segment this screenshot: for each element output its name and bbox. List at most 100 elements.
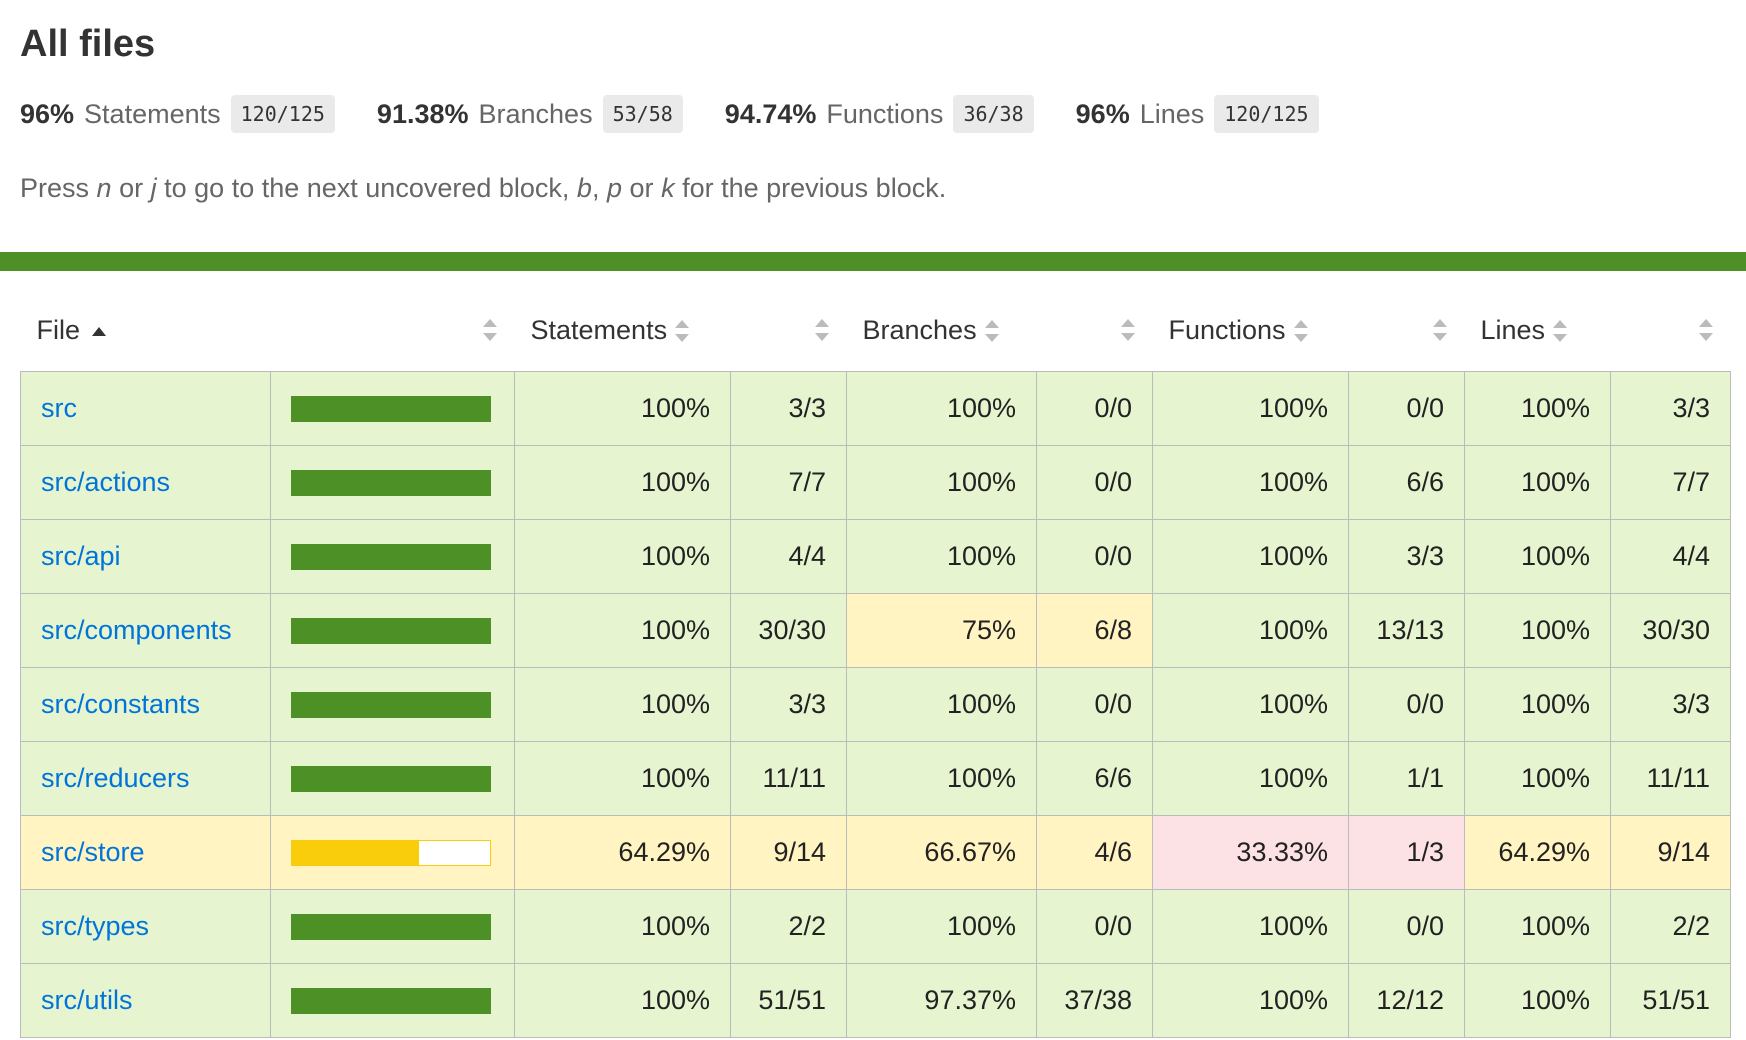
lines-fraction: 30/30 <box>1610 593 1731 668</box>
functions-fraction: 0/0 <box>1348 667 1465 742</box>
functions-fraction: 13/13 <box>1348 593 1465 668</box>
coverage-bar <box>291 617 491 644</box>
hint-key: p <box>606 173 623 203</box>
file-link[interactable]: src <box>41 393 77 423</box>
coverage-bar-fill <box>292 692 490 717</box>
lines-fraction: 51/51 <box>1610 963 1731 1038</box>
coverage-summary: 96% Statements 120/125 91.38% Branches 5… <box>20 94 1726 134</box>
branches-fraction: 0/0 <box>1036 667 1153 742</box>
hint-text: or <box>119 173 144 203</box>
table-row: src/utils 100% 51/51 97.37% 37/38 100% 12/12 10… <box>20 963 1731 1038</box>
sort-icon <box>1432 319 1447 341</box>
functions-pct: 100% <box>1152 593 1349 668</box>
coverage-bar-cell <box>270 741 515 816</box>
file-cell: src/api <box>20 519 271 594</box>
file-cell: src/reducers <box>20 741 271 816</box>
file-cell: src/actions <box>20 445 271 520</box>
file-link[interactable]: src/utils <box>41 985 133 1015</box>
functions-pct: 33.33% <box>1152 815 1349 890</box>
file-cell: src/constants <box>20 667 271 742</box>
branches-pct: 100% <box>846 667 1037 742</box>
summary-label: Functions <box>826 98 944 129</box>
file-cell: src <box>20 371 271 446</box>
branches-fraction: 0/0 <box>1036 445 1153 520</box>
table-row: src/types 100% 2/2 100% 0/0 100% 0/0 100% 2/2 <box>20 889 1731 964</box>
branches-pct: 100% <box>846 741 1037 816</box>
header-branches-raw[interactable] <box>1037 289 1153 372</box>
statements-pct: 100% <box>514 445 731 520</box>
lines-fraction: 9/14 <box>1610 815 1731 890</box>
lines-pct: 100% <box>1464 963 1611 1038</box>
functions-pct: 100% <box>1152 445 1349 520</box>
summary-pct: 96% <box>1075 98 1130 129</box>
file-link[interactable]: src/store <box>41 837 145 867</box>
functions-pct: 100% <box>1152 371 1349 446</box>
sort-icon <box>1120 319 1135 341</box>
summary-pct: 96% <box>20 98 75 129</box>
statements-fraction: 9/14 <box>730 815 847 890</box>
lines-fraction: 7/7 <box>1610 445 1731 520</box>
table-row: src/store 64.29% 9/14 66.67% 4/6 33.33% 1/3 64.… <box>20 815 1731 890</box>
hint-text: or <box>629 173 654 203</box>
file-link[interactable]: src/constants <box>41 689 201 719</box>
lines-pct: 64.29% <box>1464 815 1611 890</box>
coverage-bar <box>291 469 491 496</box>
header-functions[interactable]: Functions <box>1153 289 1349 372</box>
header-file[interactable]: File <box>21 289 271 372</box>
hint-key: k <box>661 173 675 203</box>
header-statements[interactable]: Statements <box>515 289 731 372</box>
coverage-bar-fill <box>292 470 490 495</box>
file-link[interactable]: src/api <box>41 541 121 571</box>
coverage-bar-fill <box>292 840 420 865</box>
lines-fraction: 4/4 <box>1610 519 1731 594</box>
coverage-bar <box>291 543 491 570</box>
functions-pct: 100% <box>1152 963 1349 1038</box>
statements-pct: 100% <box>514 371 731 446</box>
hint-text: to go to the next uncovered block, <box>164 173 570 203</box>
hint-text: for the previous block. <box>682 173 947 203</box>
coverage-table-container: File Statements Branches Func <box>0 289 1746 1038</box>
branches-pct: 100% <box>846 519 1037 594</box>
functions-pct: 100% <box>1152 667 1349 742</box>
coverage-bar-fill <box>292 988 490 1013</box>
summary-fraction: 53/58 <box>602 95 683 133</box>
branches-pct: 100% <box>846 445 1037 520</box>
header-branches[interactable]: Branches <box>847 289 1037 372</box>
statements-fraction: 2/2 <box>730 889 847 964</box>
file-link[interactable]: src/components <box>41 615 232 645</box>
lines-fraction: 3/3 <box>1610 667 1731 742</box>
lines-pct: 100% <box>1464 889 1611 964</box>
header-lines[interactable]: Lines <box>1465 289 1611 372</box>
hint-text: , <box>591 173 600 203</box>
file-cell: src/store <box>20 815 271 890</box>
header-file-chart[interactable] <box>271 289 515 372</box>
statements-pct: 100% <box>514 741 731 816</box>
hint-text: Press <box>20 173 90 203</box>
header-lines-raw[interactable] <box>1611 289 1731 372</box>
file-link[interactable]: src/reducers <box>41 763 190 793</box>
functions-fraction: 1/1 <box>1348 741 1465 816</box>
branches-pct: 100% <box>846 889 1037 964</box>
header-functions-raw[interactable] <box>1349 289 1465 372</box>
branches-pct: 97.37% <box>846 963 1037 1038</box>
coverage-bar-fill <box>292 396 490 421</box>
sort-icon <box>675 320 690 343</box>
header-statements-raw[interactable] <box>731 289 847 372</box>
table-row: src/api 100% 4/4 100% 0/0 100% 3/3 100% 4/4 <box>20 519 1731 594</box>
functions-fraction: 1/3 <box>1348 815 1465 890</box>
branches-pct: 100% <box>846 371 1037 446</box>
summary-label: Lines <box>1139 98 1205 129</box>
coverage-bar-cell <box>270 889 515 964</box>
file-link[interactable]: src/actions <box>41 467 171 497</box>
coverage-bar <box>291 987 491 1014</box>
statements-pct: 100% <box>514 963 731 1038</box>
file-link[interactable]: src/types <box>41 911 150 941</box>
functions-fraction: 12/12 <box>1348 963 1465 1038</box>
sort-icon <box>1293 320 1308 343</box>
lines-pct: 100% <box>1464 445 1611 520</box>
branches-fraction: 0/0 <box>1036 371 1153 446</box>
summary-functions: 94.74% Functions 36/38 <box>725 95 1034 133</box>
functions-fraction: 0/0 <box>1348 889 1465 964</box>
sort-icon <box>1698 319 1713 341</box>
coverage-bar-fill <box>292 766 490 791</box>
